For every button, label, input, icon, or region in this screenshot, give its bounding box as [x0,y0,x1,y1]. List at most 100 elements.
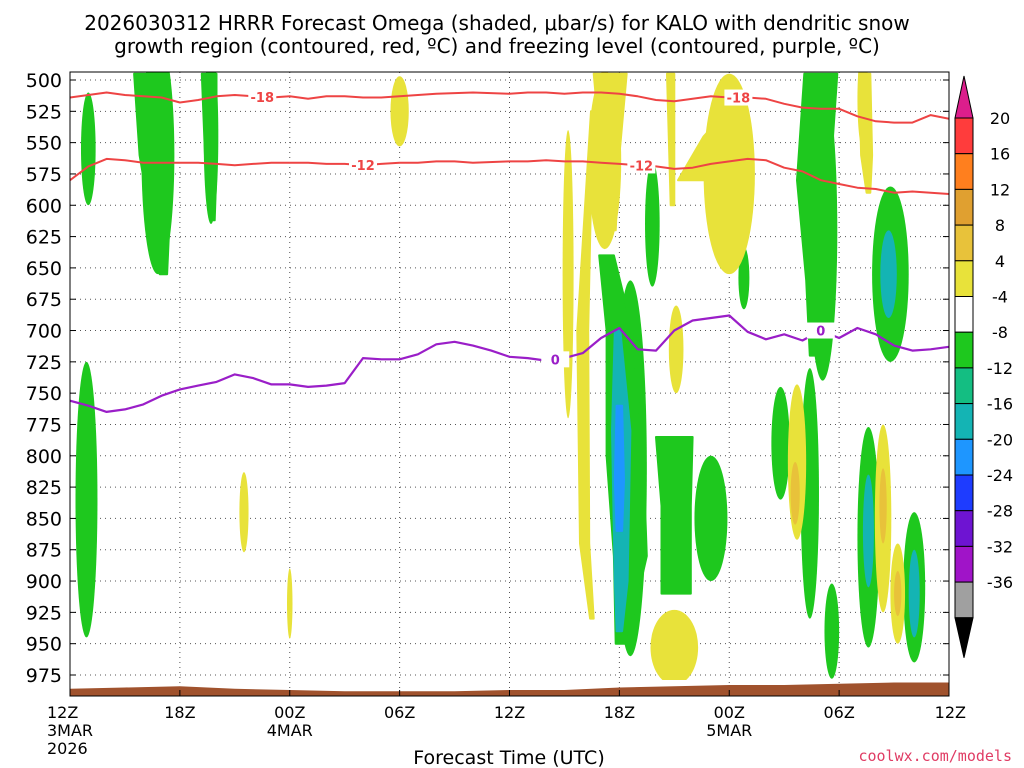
colorbar-swatch [954,581,974,619]
omega-shaded-strip [613,404,625,532]
freezing-level-contour-label: 0 [816,325,825,340]
x-tick-date-label: 5MAR [706,721,752,740]
dgz-contour-label: -12 [630,159,654,174]
y-tick-label: 625 [26,227,62,249]
colorbar-label: -8 [992,323,1008,342]
colorbar-label: -36 [987,573,1013,592]
omega-shaded-region [287,568,293,639]
y-axis: 500 525 550 575 600 625 650 675 700 725 750 775 800 8… [26,70,949,687]
colorbar-label: -16 [987,395,1013,414]
colorbar-swatch [954,117,974,155]
omega-shaded-region [862,474,874,588]
colorbar-swatch [954,224,974,262]
colorbar-label: -24 [987,466,1013,485]
dgz-contour-label-bg [724,89,753,106]
omega-shaded-region [694,455,728,582]
x-tick-label: 18Z [604,703,635,722]
colorbar-label: 20 [990,109,1010,128]
y-tick-label: 600 [26,195,62,217]
y-tick-label: 550 [26,133,62,155]
omega-shaded-region [390,76,409,147]
omega-shaded-region [894,571,902,617]
colorbar-top-triangle [954,75,974,119]
dgz-contour-line [70,91,949,124]
colorbar-label: -28 [987,502,1013,521]
omega-shaded-region [908,549,920,638]
omega-shaded-strip [576,110,595,620]
omega-shaded-region [239,472,249,553]
omega-shaded-region [824,583,840,679]
colorbar-label: -20 [987,430,1013,449]
y-tick-label: 675 [26,289,62,311]
colorbar-swatch [954,474,974,512]
y-tick-label: 950 [26,634,62,656]
colorbar-label: -12 [987,359,1013,378]
omega-shaded-strip [858,72,874,194]
omega-shaded-region [75,361,98,638]
x-tick-label: 06Z [823,703,854,722]
x-tick-label: 00Z [274,703,305,722]
credit-text: coolwx.com/models [858,747,1012,765]
omega-shaded-strip [133,72,174,276]
colorbar-swatch [954,545,974,583]
colorbar-label: -32 [987,537,1013,556]
omega-shaded-region [790,462,800,525]
colorbar-swatch [954,260,974,297]
colorbar: 20 16 12 8 4 -4 -8 -12 -16 -20 -24 -28 -32 -36 [954,75,1013,658]
x-axis-label: Forecast Time (UTC) [413,747,604,768]
x-tick-year-label: 2026 [47,739,88,758]
dgz-contour-label: -18 [251,91,275,106]
colorbar-label: -4 [992,288,1008,307]
dgz-contour-label-bg [627,157,656,174]
omega-shaded-region [668,305,684,394]
colorbar-label: 16 [990,145,1010,164]
contour-label-layer: -18 -18 -12 -12 0 0 [248,88,835,368]
y-tick-label: 775 [26,414,62,436]
omega-shaded-region [645,161,660,287]
colorbar-swatch [954,188,974,226]
y-tick-label: 575 [26,164,62,186]
y-tick-label: 975 [26,665,62,687]
omega-shaded-region [879,468,887,544]
omega-shaded-region [771,386,790,500]
y-tick-label: 500 [26,70,62,92]
omega-shaded-strip [592,72,628,232]
omega-shaded-region [650,609,699,680]
freezing-level-contour-line [510,683,558,691]
x-tick-label: 18Z [164,703,195,722]
colorbar-swatch [954,438,974,476]
freezing-level-contour-label: 0 [551,353,560,368]
freezing-level-contour-label-bg [806,322,835,339]
colorbar-swatch [954,296,974,333]
y-tick-label: 925 [26,602,62,624]
y-tick-label: 850 [26,508,62,530]
omega-shaded-region [880,230,897,318]
x-tick-label: 12Z [494,703,525,722]
colorbar-swatch [954,153,974,190]
y-tick-label: 725 [26,352,62,374]
colorbar-swatch [954,403,974,440]
freezing-level-contour-line [70,314,949,413]
dgz-contour-label-bg [349,157,377,174]
omega-shaded-region [80,92,96,206]
dgz-contour-label-bg [248,88,277,105]
y-tick-label: 525 [26,101,62,123]
colorbar-bottom-triangle [954,617,974,658]
dgz-contour-label: -12 [351,159,375,174]
x-tick-label: 12Z [935,703,966,722]
chart-title-line1: 2026030312 HRRR Forecast Omega (shaded, … [84,11,910,35]
omega-shading-layer [75,72,926,680]
omega-shaded-strip [200,72,218,222]
contour-layer [70,91,949,691]
colorbar-swatch [954,367,974,405]
x-tick-label: 12Z [47,703,78,722]
x-tick-label: 00Z [714,703,745,722]
dgz-contour-label: -18 [727,92,751,107]
x-tick-date-label: 3MAR [47,721,93,740]
y-tick-label: 650 [26,258,62,280]
colorbar-label: 12 [990,180,1010,199]
omega-shaded-strip [655,436,694,595]
y-tick-label: 800 [26,446,62,468]
colorbar-swatch [954,510,974,547]
